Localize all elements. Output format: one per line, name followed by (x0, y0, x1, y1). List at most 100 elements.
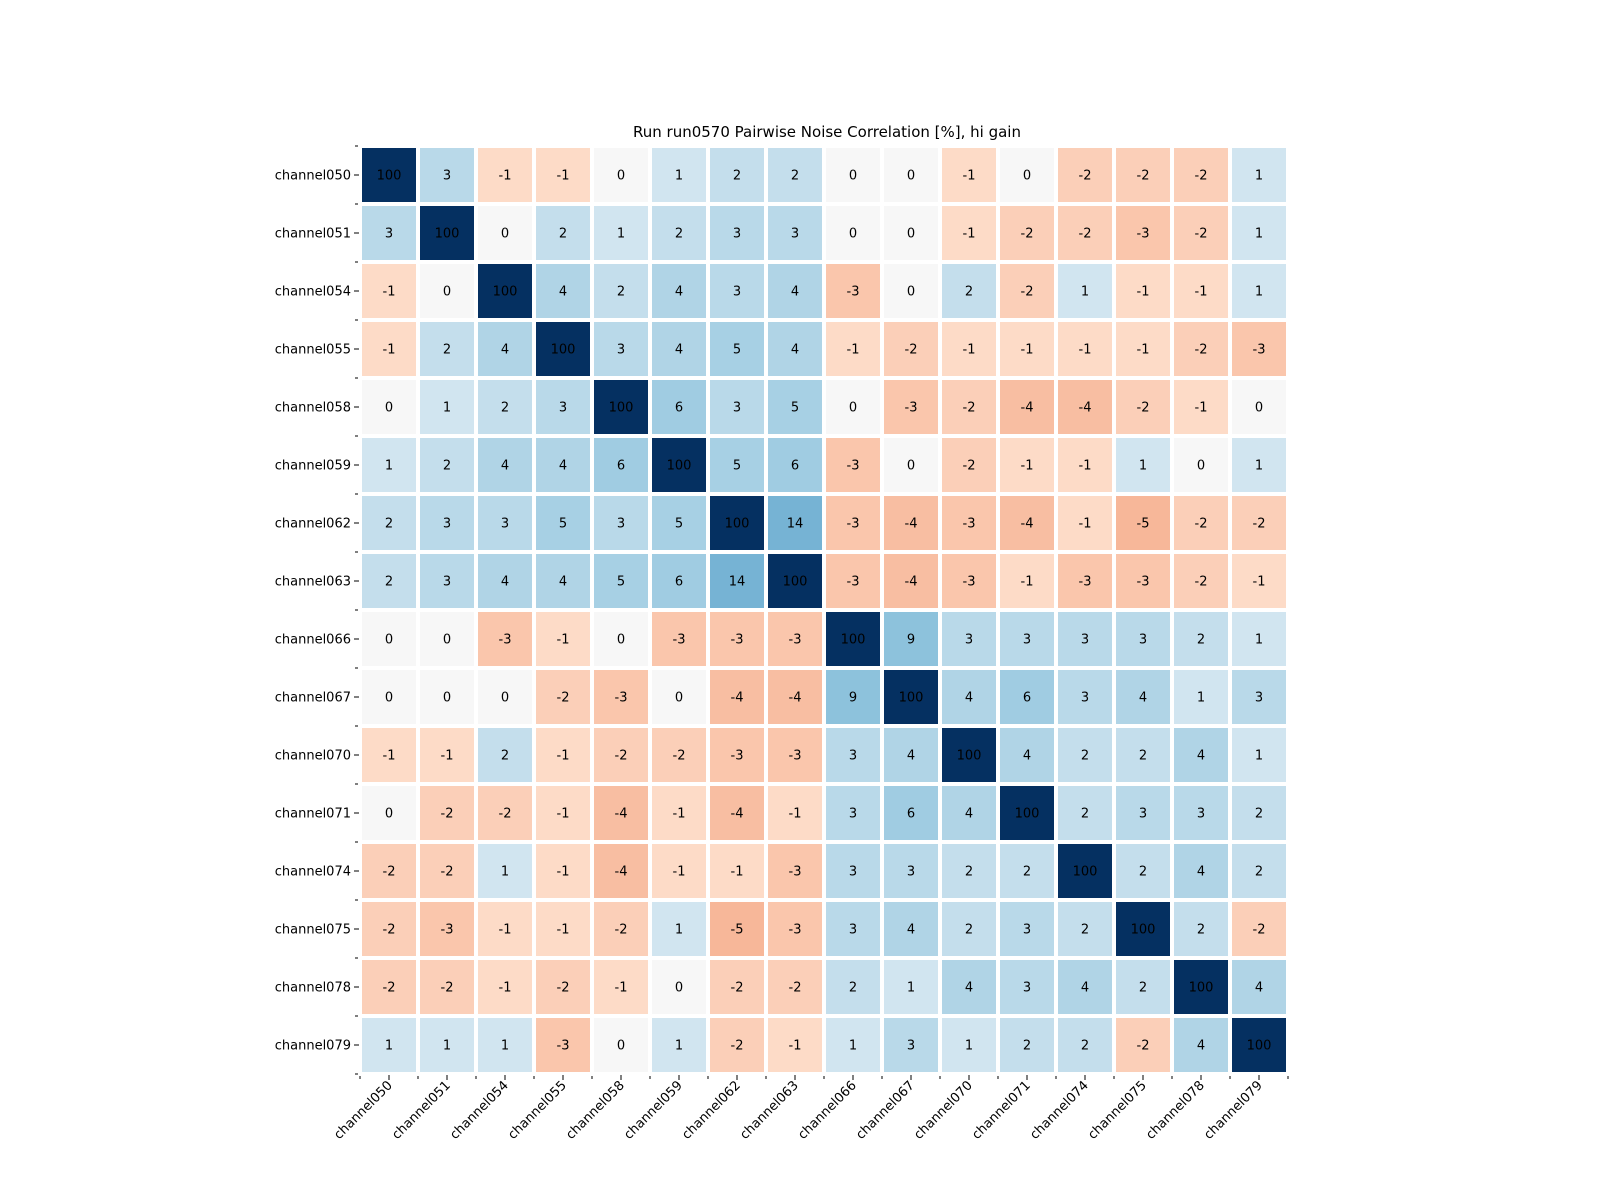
cell-value-label: -4 (1021, 401, 1034, 416)
heatmap-cell (884, 148, 938, 202)
heatmap-cell (1116, 496, 1170, 550)
cell-value-label: 2 (443, 459, 451, 474)
heatmap-cell (942, 902, 996, 956)
cell-value-label: 1 (1081, 285, 1089, 300)
heatmap-cell (478, 380, 532, 434)
heatmap-cell (652, 960, 706, 1014)
heatmap-cell (594, 786, 648, 840)
cell-value-label: 1 (849, 1039, 857, 1054)
y-tick-label: channel051 (275, 227, 351, 242)
heatmap-cell (710, 844, 764, 898)
cell-value-label: 0 (443, 633, 451, 648)
cell-value-label: 2 (501, 401, 509, 416)
heatmap-cell (1116, 438, 1170, 492)
heatmap-cell (768, 380, 822, 434)
heatmap-cell (826, 322, 880, 376)
cell-value-label: 3 (1081, 691, 1089, 706)
cell-value-label: 100 (667, 459, 692, 474)
heatmap-cell (594, 1018, 648, 1072)
cell-value-label: -2 (383, 923, 396, 938)
y-tick-label: channel079 (275, 1039, 351, 1054)
cell-value-label: 100 (1015, 807, 1040, 822)
heatmap-cell (942, 612, 996, 666)
cell-value-label: 1 (1197, 691, 1205, 706)
heatmap-cell (652, 902, 706, 956)
cell-value-label: 3 (443, 169, 451, 184)
heatmap-cell (710, 264, 764, 318)
x-tick-label: channel059 (621, 1078, 686, 1143)
cell-value-label: -1 (963, 227, 976, 242)
cell-value-label: 2 (1023, 865, 1031, 880)
cell-value-label: 1 (443, 401, 451, 416)
cell-value-label: -3 (963, 517, 976, 532)
x-tick-label: channel067 (853, 1078, 918, 1143)
cell-value-label: 3 (733, 401, 741, 416)
heatmap-cells: 100 3 -1 -1 0 1 2 2 0 0 -1 0 -2 -2 -2 13 100 0 2 1 2 3 3 0 0 -1 -2… (362, 148, 1286, 1072)
heatmap-cell (420, 322, 474, 376)
heatmap-cell (1058, 612, 1112, 666)
heatmap-cell (1000, 728, 1054, 782)
cell-value-label: -2 (731, 981, 744, 996)
heatmap-cell (942, 844, 996, 898)
heatmap-cell (1232, 960, 1286, 1014)
heatmap-cell (536, 496, 590, 550)
heatmap-cell (1058, 902, 1112, 956)
heatmap-cell (884, 264, 938, 318)
heatmap-cell (942, 554, 996, 608)
heatmap-cell (536, 1018, 590, 1072)
heatmap-cell (1174, 264, 1228, 318)
cell-value-label: -2 (1195, 517, 1208, 532)
cell-value-label: -5 (1137, 517, 1150, 532)
heatmap-cell (1232, 844, 1286, 898)
heatmap-cell (1232, 1018, 1286, 1072)
cell-value-label: 5 (733, 343, 741, 358)
heatmap-cell (652, 670, 706, 724)
cell-value-label: 2 (1197, 633, 1205, 648)
heatmap-cell (1232, 554, 1286, 608)
cell-value-label: 1 (1255, 749, 1263, 764)
heatmap-cell (420, 496, 474, 550)
cell-value-label: -3 (731, 633, 744, 648)
heatmap-cell (1232, 148, 1286, 202)
cell-value-label: -3 (963, 575, 976, 590)
cell-value-label: 0 (907, 459, 915, 474)
cell-value-label: 5 (675, 517, 683, 532)
cell-value-label: 4 (791, 285, 799, 300)
cell-value-label: -2 (557, 981, 570, 996)
heatmap-cell (478, 728, 532, 782)
heatmap-cell (536, 960, 590, 1014)
cell-value-label: 1 (1255, 459, 1263, 474)
cell-value-label: 2 (385, 517, 393, 532)
heatmap-cell (826, 148, 880, 202)
heatmap-cell (884, 554, 938, 608)
cell-value-label: -1 (499, 169, 512, 184)
heatmap-cell (1232, 380, 1286, 434)
heatmap-cell (710, 612, 764, 666)
heatmap-cell (594, 264, 648, 318)
cell-value-label: -1 (383, 343, 396, 358)
cell-value-label: -1 (441, 749, 454, 764)
heatmap-cell (826, 728, 880, 782)
heatmap-cell (420, 554, 474, 608)
heatmap-cell (536, 322, 590, 376)
cell-value-label: -1 (499, 981, 512, 996)
heatmap-cell (942, 264, 996, 318)
cell-value-label: 2 (559, 227, 567, 242)
heatmap-cell (478, 322, 532, 376)
x-tick-label: channel054 (447, 1078, 512, 1143)
cell-value-label: -1 (963, 169, 976, 184)
cell-value-label: 3 (501, 517, 509, 532)
cell-value-label: -1 (1195, 401, 1208, 416)
cell-value-label: 0 (385, 807, 393, 822)
cell-value-label: 100 (1131, 923, 1156, 938)
heatmap-cell (884, 670, 938, 724)
cell-value-label: -2 (1195, 575, 1208, 590)
y-tick-label: channel078 (275, 981, 351, 996)
cell-value-label: 1 (675, 169, 683, 184)
heatmap-cell (768, 786, 822, 840)
heatmap-cell (942, 1018, 996, 1072)
cell-value-label: 6 (1023, 691, 1031, 706)
cell-value-label: 4 (791, 343, 799, 358)
heatmap-cell (362, 264, 416, 318)
cell-value-label: -3 (731, 749, 744, 764)
